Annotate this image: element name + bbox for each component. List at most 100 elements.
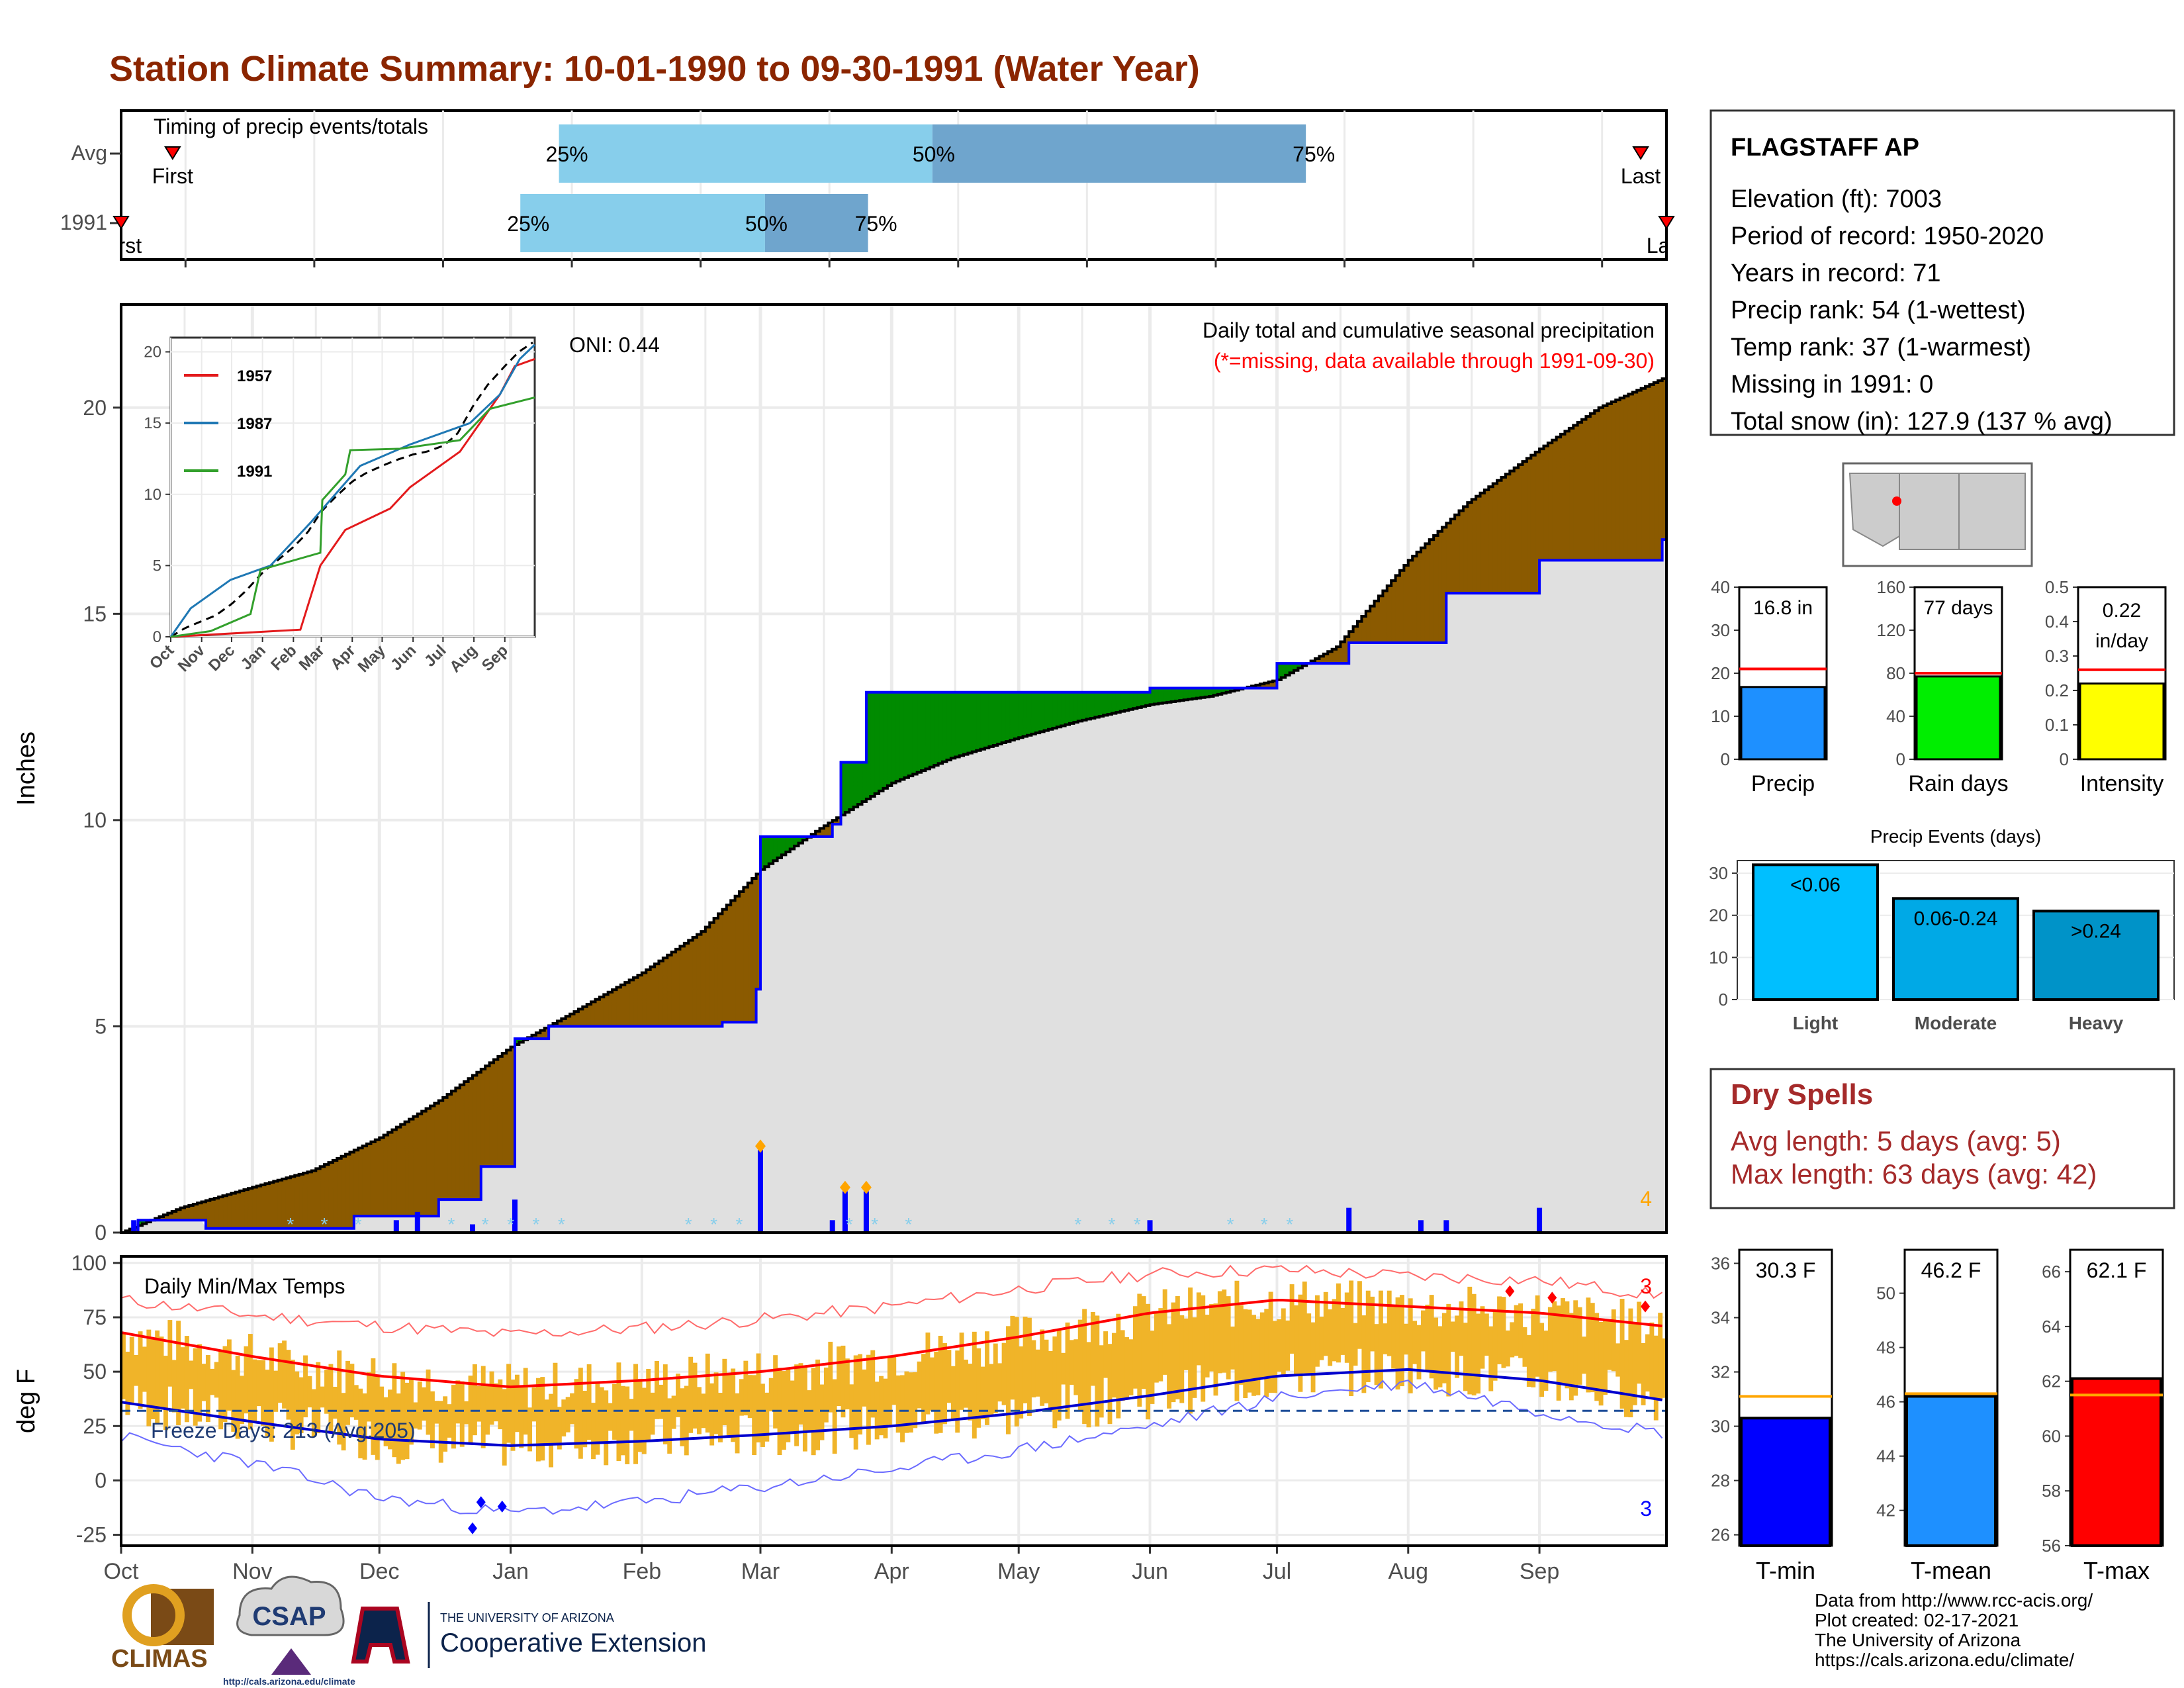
daily-temp-bar [163, 1356, 168, 1430]
daily-temp-bar [1061, 1352, 1066, 1385]
daily-temp-bar [1416, 1325, 1422, 1380]
map-arizona [1899, 473, 1960, 550]
daily-temp-bar [1539, 1323, 1544, 1397]
daily-temp-bar [633, 1364, 638, 1464]
daily-temp-bar [819, 1384, 825, 1440]
daily-temp-bar [409, 1380, 414, 1445]
month-label: Feb [623, 1559, 662, 1584]
inset-y-tick: 10 [144, 486, 161, 504]
snow-marker: * [507, 1214, 514, 1235]
daily-temp-bar [142, 1346, 147, 1392]
temp-bar-tick: 58 [2042, 1481, 2061, 1501]
daily-temp-bar [527, 1407, 533, 1452]
daily-temp-bar [1285, 1320, 1291, 1371]
daily-temp-bar [1073, 1339, 1079, 1395]
temp-bar-tick: 50 [1876, 1284, 1895, 1303]
daily-temp-bar [659, 1384, 664, 1419]
month-label: Sep [1520, 1559, 1560, 1584]
daily-temp-bar [946, 1350, 952, 1403]
temp-bar-T-mean [1905, 1395, 1997, 1547]
station-info-line: Elevation (ft): 7003 [1731, 185, 1942, 213]
timing-p25-label: 25% [507, 212, 549, 236]
daily-temp-bar [1336, 1283, 1341, 1363]
daily-temp-bar [531, 1387, 537, 1422]
daily-temp-bar [811, 1368, 816, 1456]
daily-temp-bar [231, 1370, 236, 1432]
daily-temp-bar [844, 1358, 850, 1410]
daily-temp-bar [837, 1346, 842, 1407]
legend-label: 1957 [237, 367, 272, 385]
temp-bar-tick: 28 [1711, 1471, 1730, 1491]
daily-temp-bar [900, 1375, 905, 1442]
daily-temp-bar [1332, 1299, 1337, 1362]
daily-temp-bar [832, 1379, 837, 1454]
daily-temp-bar [214, 1362, 219, 1398]
daily-temp-bar [790, 1380, 795, 1432]
daily-temp-bar [167, 1320, 173, 1387]
daily-temp-bar [1128, 1339, 1134, 1395]
events-bar-label: 0.06-0.24 [1914, 908, 1998, 929]
daily-temp-bar [684, 1385, 689, 1456]
temp-bar-T-min [1740, 1417, 1831, 1547]
first-label: First [152, 164, 193, 188]
page-title: Station Climate Summary: 10-01-1990 to 0… [109, 49, 1200, 89]
daily-temp-bar [320, 1386, 325, 1408]
daily-temp-bar [261, 1360, 266, 1426]
month-label: Oct [104, 1559, 139, 1584]
timing-bar-50-75 [932, 124, 1306, 183]
station-info-line: Temp rank: 37 (1-warmest) [1731, 334, 2031, 361]
daily-temp-bar [146, 1329, 152, 1427]
daily-temp-bar [574, 1379, 579, 1449]
daily-temp-bar [764, 1392, 770, 1442]
temp-bar-tick: 46 [1876, 1392, 1895, 1412]
daily-temp-bar [1281, 1308, 1286, 1376]
daily-temp-bar [341, 1393, 346, 1451]
climas-logo-swirl [122, 1584, 185, 1646]
daily-temp-bar [692, 1362, 698, 1429]
daily-temp-bar [1268, 1291, 1273, 1393]
daily-temp-bar [1637, 1301, 1642, 1384]
daily-temp-bar [1624, 1340, 1629, 1417]
dry-spells-box: Dry Spells Avg length: 5 days (avg: 5)Max… [1709, 1068, 2175, 1209]
daily-temp-bar [735, 1393, 740, 1454]
daily-temp-bar [1480, 1306, 1485, 1369]
daily-temp-bar [561, 1399, 567, 1436]
temp-bar-tick: 42 [1876, 1501, 1895, 1521]
daily-temp-bar [655, 1360, 659, 1419]
daily-temp-bar [514, 1374, 520, 1432]
mini-bar-value: 77 days [1923, 597, 1993, 619]
timing-p25-label: 25% [546, 142, 588, 166]
daily-temp-bar [1086, 1342, 1091, 1428]
daily-temp-bar [866, 1354, 871, 1445]
daily-temp-bar [989, 1364, 994, 1417]
month-label: Dec [359, 1559, 399, 1584]
daily-temp-bar [1463, 1323, 1468, 1391]
mini-bar-tick: 40 [1711, 577, 1730, 597]
daily-temp-bar [904, 1371, 909, 1433]
y-axis-title: Inches [13, 731, 40, 806]
extreme-precip-marker [860, 1180, 872, 1194]
first-event-marker [113, 216, 130, 230]
snow-marker: * [321, 1214, 328, 1235]
mini-bar-Intensity [2079, 682, 2165, 761]
daily-temp-bar [1082, 1309, 1087, 1425]
daily-temp-bar [417, 1381, 422, 1430]
daily-temp-bar [510, 1380, 516, 1451]
daily-temp-bar [349, 1364, 355, 1418]
mini-bar-tick: 0.3 [2045, 646, 2069, 666]
daily-temp-bar [1205, 1315, 1210, 1378]
station-info-line: Period of record: 1950-2020 [1731, 222, 2044, 250]
temp-bar-tick: 64 [2042, 1317, 2061, 1336]
daily-temp-bar [1251, 1315, 1256, 1396]
daily-temp-bar [443, 1396, 448, 1452]
daily-temp-bar [1273, 1321, 1277, 1393]
daily-temp-bar [1522, 1327, 1527, 1367]
daily-temp-bar [1408, 1298, 1413, 1393]
daily-temp-bar [1124, 1336, 1130, 1399]
precip-summary-bars: 0 10 20 30 40 16.8 in Precip 0 40 80 120 160 77 days… [1711, 577, 2167, 796]
daily-temp-bar [887, 1357, 892, 1425]
observed-cumulative-line [121, 538, 1666, 1234]
snow-marker: * [482, 1214, 489, 1235]
clipped-labels: First Last [121, 234, 1666, 258]
daily-temp-bar [240, 1376, 245, 1425]
